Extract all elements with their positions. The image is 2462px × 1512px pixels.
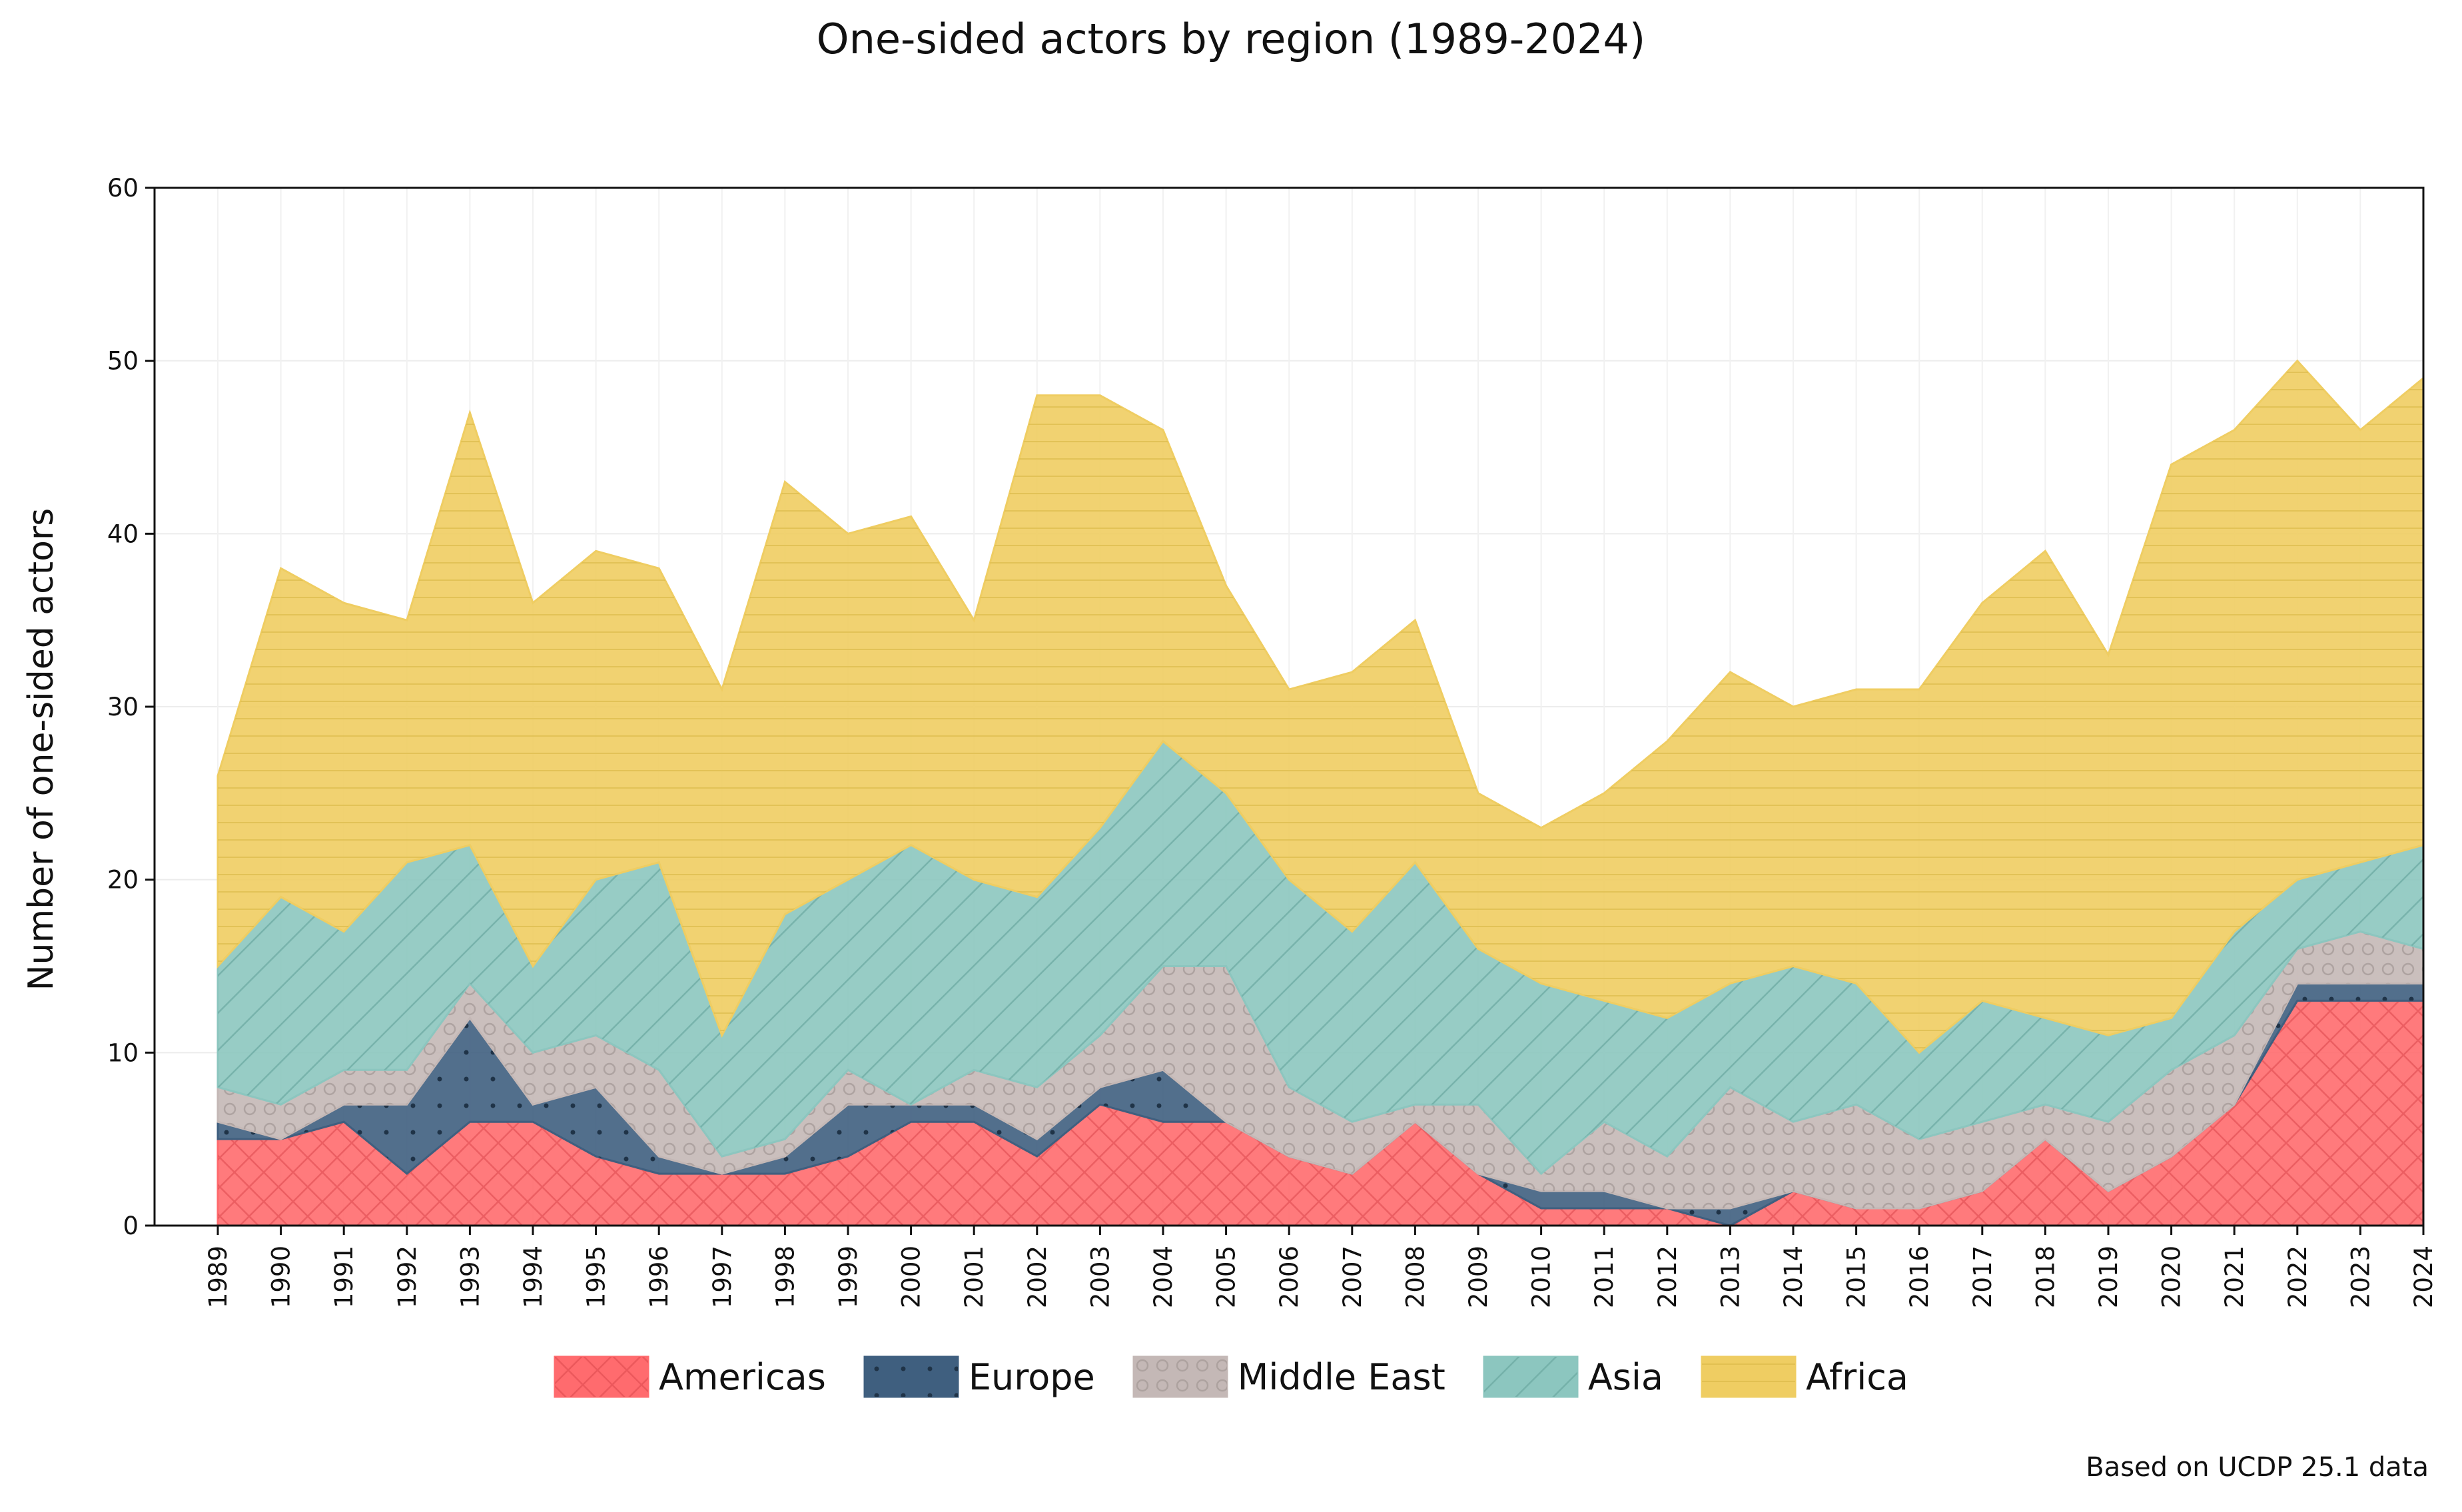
y-tick-label: 30 (107, 693, 139, 721)
x-tick-label: 2018 (2031, 1246, 2060, 1308)
area-pattern-asia (218, 741, 2423, 1174)
legend-label-middle-east: Middle East (1237, 1355, 1445, 1398)
legend-item-middle-east: Middle East (1132, 1355, 1445, 1398)
x-tick-label: 2010 (1527, 1246, 1556, 1308)
x-tick-label: 2021 (2220, 1246, 2249, 1308)
x-tick-label: 2008 (1401, 1246, 1430, 1308)
legend-item-americas: Americas (554, 1355, 826, 1398)
x-tick-label: 2000 (897, 1246, 926, 1308)
x-tick-label: 2024 (2409, 1246, 2438, 1308)
x-tick-label: 2002 (1023, 1246, 1052, 1308)
x-tick-label: 1997 (708, 1246, 737, 1308)
legend-label-europe: Europe (968, 1355, 1095, 1398)
legend-swatch-asia (1483, 1355, 1579, 1398)
legend-swatch-middle-east (1132, 1355, 1228, 1398)
x-tick-label: 2019 (2094, 1246, 2123, 1308)
legend-item-europe: Europe (863, 1355, 1095, 1398)
legend: Americas Europe Middle East Asia Africa (0, 1355, 2462, 1398)
legend-label-asia: Asia (1587, 1355, 1663, 1398)
y-tick-label: 0 (123, 1212, 139, 1240)
x-tick-label: 1991 (330, 1246, 358, 1308)
x-tick-label: 2020 (2158, 1246, 2186, 1308)
legend-swatch-africa (1701, 1355, 1797, 1398)
x-tick-label: 1989 (204, 1246, 232, 1308)
legend-item-asia: Asia (1483, 1355, 1663, 1398)
x-tick-label: 2022 (2283, 1246, 2312, 1308)
y-tick-label: 50 (107, 347, 139, 376)
x-tick-label: 1999 (834, 1246, 863, 1308)
x-tick-label: 1995 (582, 1246, 611, 1308)
x-tick-label: 2023 (2346, 1246, 2375, 1308)
x-tick-label: 1996 (645, 1246, 673, 1308)
y-tick-label: 20 (107, 866, 139, 895)
area-pattern-middle-east (218, 931, 2423, 1209)
legend-swatch-americas (554, 1355, 649, 1398)
x-tick-label: 1998 (771, 1246, 799, 1308)
x-tick-label: 2004 (1149, 1246, 1178, 1308)
x-tick-label: 2001 (960, 1246, 989, 1308)
x-tick-label: 1992 (393, 1246, 422, 1308)
x-tick-label: 1990 (267, 1246, 296, 1308)
area-pattern-europe (218, 983, 2423, 1226)
x-tick-label: 2009 (1464, 1246, 1493, 1308)
legend-swatch-europe (863, 1355, 959, 1398)
x-tick-label: 2016 (1905, 1246, 1934, 1308)
x-tick-label: 2014 (1779, 1246, 1808, 1308)
chart-title: One-sided actors by region (1989-2024) (816, 15, 1646, 63)
x-tick-label: 2005 (1212, 1246, 1241, 1308)
y-tick-label: 10 (107, 1038, 139, 1067)
x-tick-label: 1994 (519, 1246, 548, 1308)
x-tick-label: 2012 (1653, 1246, 1682, 1308)
y-tick-label: 60 (107, 174, 139, 202)
x-tick-label: 2015 (1843, 1246, 1871, 1308)
area-pattern-africa (218, 360, 2423, 1053)
y-tick-label: 40 (107, 520, 139, 548)
legend-label-africa: Africa (1806, 1355, 1909, 1398)
x-tick-label: 2006 (1275, 1246, 1304, 1308)
x-tick-label: 2013 (1716, 1246, 1745, 1308)
x-tick-label: 2017 (1968, 1246, 1997, 1308)
x-tick-label: 2011 (1590, 1246, 1619, 1308)
x-tick-label: 1993 (456, 1246, 484, 1308)
legend-item-africa: Africa (1701, 1355, 1908, 1398)
x-tick-label: 2007 (1338, 1246, 1367, 1308)
source-note: Based on UCDP 25.1 data (2086, 1452, 2429, 1483)
x-tick-label: 2003 (1086, 1246, 1114, 1308)
area-pattern-americas (218, 1000, 2423, 1226)
legend-label-americas: Americas (658, 1355, 826, 1398)
